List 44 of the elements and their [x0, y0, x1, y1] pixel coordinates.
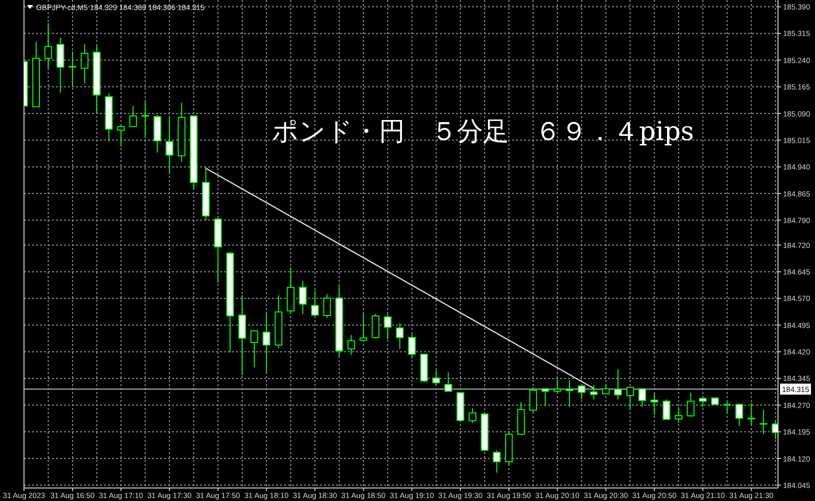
candlestick [384, 314, 392, 340]
candlestick [286, 266, 295, 315]
candlestick [323, 294, 331, 318]
candlestick [735, 402, 744, 427]
candlestick [723, 401, 731, 414]
candlestick [347, 334, 356, 356]
candlestick [529, 386, 537, 412]
candlestick [674, 406, 682, 424]
candlestick [590, 384, 598, 400]
annotation: ポンド・円 ５分足 ６９．４pips [272, 117, 694, 147]
candlestick [396, 322, 404, 350]
candlestick [68, 51, 76, 88]
candlestick [372, 314, 380, 339]
candlestick [760, 408, 768, 435]
candlestick [468, 408, 476, 424]
candlestick [650, 392, 658, 416]
candlestick [626, 386, 634, 411]
candlestick [141, 101, 150, 138]
candlestick [117, 125, 125, 148]
candlestick [492, 450, 501, 474]
candlestick [541, 388, 550, 407]
candlestick [311, 290, 319, 316]
candlestick [432, 370, 440, 386]
candlestick [166, 116, 174, 174]
candlestick [56, 37, 64, 94]
candlestick [80, 44, 88, 84]
candlestick [614, 368, 622, 400]
candlestick [238, 294, 246, 376]
candlestick [262, 311, 270, 374]
candlestick [566, 380, 574, 408]
candlestick [408, 332, 416, 360]
candlestick [129, 105, 137, 128]
candlestick [250, 330, 258, 368]
candlestick [686, 392, 695, 418]
candlestick [662, 398, 670, 421]
candlestick [578, 385, 586, 400]
candlestick [554, 379, 562, 394]
candlestick [44, 22, 52, 69]
candlestick [602, 384, 610, 394]
candlestick [444, 372, 452, 392]
candlestick [748, 402, 756, 426]
candlestick [298, 280, 307, 315]
candlestick [360, 314, 368, 341]
candlestick [638, 388, 646, 408]
